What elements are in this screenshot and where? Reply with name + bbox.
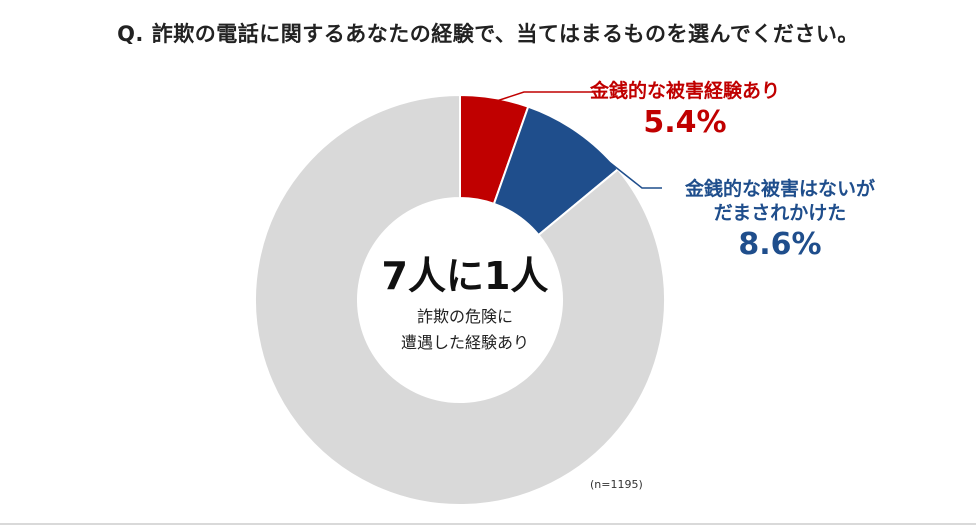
center-caption-line: 詐欺の危険に (416, 307, 513, 326)
donut-slices (254, 93, 666, 506)
slice-label-text: だまされかけた (713, 202, 847, 224)
slice-label-text: 金銭的な被害経験あり (589, 80, 780, 102)
slice-value-label: 5.4% (643, 105, 727, 140)
slice-label-monetary-damage: 金銭的な被害経験あり 5.4% (580, 79, 790, 141)
slice-label-text: 金銭的な被害はないが (684, 178, 875, 200)
center-caption: 詐欺の危険に 遭遇した経験あり (360, 304, 570, 356)
slice-no-experience (254, 93, 666, 506)
leader-lines (493, 91, 662, 189)
center-headline: 7人に1人 (381, 254, 549, 298)
center-caption-line: 遭遇した経験あり (400, 333, 529, 352)
leader-line-near-miss (574, 134, 662, 189)
question-title: Q. 詐欺の電話に関するあなたの経験で、当てはまるものを選んでください。 (117, 22, 859, 46)
leader-line-monetary-damage (493, 91, 594, 103)
sample-size-note: (n=1195) (590, 478, 643, 491)
slice-label-near-miss: 金銭的な被害はないが だまされかけた 8.6% (660, 177, 900, 263)
slice-value-label: 8.6% (738, 227, 822, 262)
